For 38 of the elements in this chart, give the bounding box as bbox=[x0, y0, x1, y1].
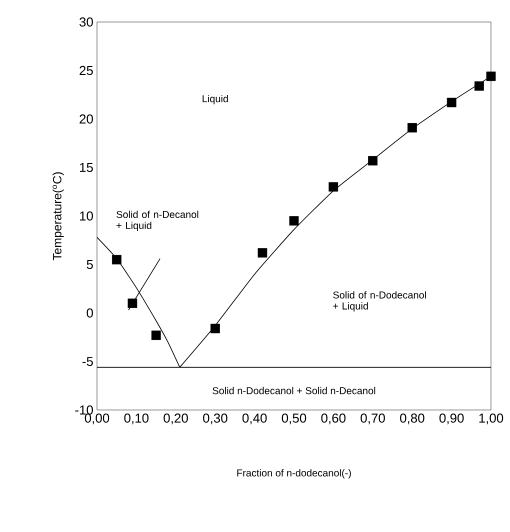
point bbox=[151, 330, 161, 340]
x-tick-label: 0,10 bbox=[124, 414, 149, 424]
y-tick-label: 5 bbox=[86, 260, 93, 270]
y-tick-label: 0 bbox=[86, 308, 93, 318]
point bbox=[407, 123, 417, 132]
point bbox=[446, 98, 456, 108]
annotation: Solid n-Dodecanol + Solid n-Decanol bbox=[212, 386, 376, 394]
point bbox=[486, 72, 496, 82]
x-tick-label: 0,50 bbox=[282, 414, 306, 424]
point bbox=[128, 298, 138, 308]
y-tick-label: -5 bbox=[82, 356, 93, 366]
point bbox=[258, 248, 268, 258]
annotation: Solid of n-Dodecanol + Liquid bbox=[333, 291, 426, 312]
x-tick-label: 0,70 bbox=[360, 414, 385, 424]
point bbox=[328, 182, 338, 192]
annotation: Liquid bbox=[202, 94, 228, 104]
x-tick-label: 0,30 bbox=[203, 414, 228, 424]
y-tick-label: 20 bbox=[80, 114, 93, 124]
point bbox=[210, 324, 220, 334]
x-tick-label: 0,00 bbox=[84, 414, 110, 424]
x-tick-label: 0,90 bbox=[439, 414, 464, 424]
y-tick-label: 30 bbox=[80, 17, 93, 27]
annotation: Solid of n-Decanol + Liquid bbox=[116, 210, 198, 232]
point bbox=[368, 156, 378, 166]
x-tick-label: 0,20 bbox=[164, 414, 188, 424]
point bbox=[474, 81, 484, 91]
y-tick-label: 15 bbox=[80, 162, 93, 172]
y-axis-title: Temperature($^{o}$C) bbox=[52, 172, 64, 260]
y-tick-label: 10 bbox=[80, 211, 93, 221]
point bbox=[289, 216, 299, 226]
x-tick-label: 0,60 bbox=[321, 414, 346, 424]
x-tick-label: 1,00 bbox=[479, 414, 504, 424]
y-tick-label: 25 bbox=[80, 66, 93, 76]
x-tick-label: 0,40 bbox=[242, 414, 267, 424]
y-tick-label: -10 bbox=[75, 405, 93, 415]
x-tick-label: 0,80 bbox=[400, 414, 424, 424]
x-axis-title: Fraction of n-dodecanol(-) bbox=[237, 469, 351, 478]
point bbox=[112, 254, 122, 264]
